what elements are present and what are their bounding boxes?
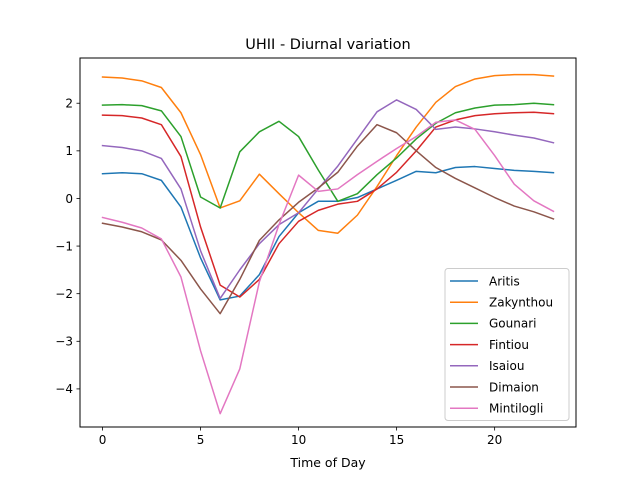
series-line-aritis [101,165,555,301]
x-tick-label: 5 [197,433,205,447]
series-line-gounari [101,102,555,209]
y-tick-label: −2 [55,287,73,301]
x-tick-label: 10 [291,433,306,447]
legend-label: Aritis [489,274,520,288]
y-axis: −4 −3 −2 −1 0 1 2 [55,97,80,396]
legend: Aritis Zakynthou Gounari Fintiou Isaiou Dimai… [444,268,570,421]
x-axis: 0 5 10 15 20 [99,427,502,447]
legend-box [444,268,570,421]
legend-label: Fintiou [489,338,529,352]
x-tick-label: 0 [99,433,107,447]
x-axis-label: Time of Day [289,455,366,470]
series-line-mintilogli [101,119,555,415]
series-line-dimaion [101,123,555,315]
y-tick-label: 1 [65,144,73,158]
y-tick-label: −3 [55,335,73,349]
y-tick-label: 2 [65,97,73,111]
legend-label: Mintilogli [489,402,543,416]
legend-label: Gounari [489,317,536,331]
series-line-isaiou [101,99,555,300]
y-tick-label: 0 [65,192,73,206]
plot-lines [101,73,555,415]
legend-label: Zakynthou [489,296,553,310]
chart-title: UHII - Diurnal variation [245,37,410,53]
y-tick-label: −1 [55,239,73,253]
plot-frame [79,57,577,428]
legend-label: Isaiou [489,359,524,373]
x-tick-label: 15 [389,433,404,447]
series-line-fintiou [101,111,555,298]
y-tick-label: −4 [55,382,73,396]
x-tick-label: 20 [487,433,502,447]
series-line-zakynthou [101,73,555,234]
legend-label: Dimaion [489,380,539,394]
